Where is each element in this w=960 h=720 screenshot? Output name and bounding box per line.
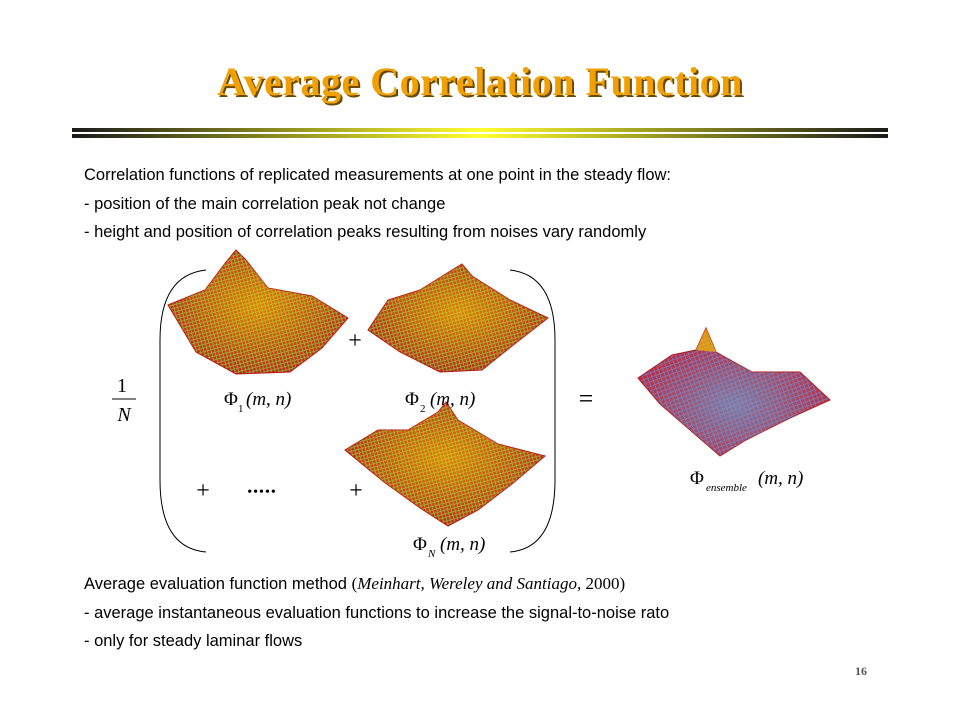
equals-sign: = <box>579 384 594 413</box>
method-line: Average evaluation function method (Mein… <box>84 574 625 594</box>
slide-title: Average Correlation Function <box>217 59 743 104</box>
svg-text:(m, n): (m, n) <box>758 468 803 489</box>
page-number: 16 <box>855 664 867 678</box>
svg-text:(m, n): (m, n) <box>246 389 291 410</box>
svg-text:(m, n): (m, n) <box>440 534 485 555</box>
surface-ensemble <box>637 326 831 457</box>
bullet-steady-flows: - only for steady laminar flows <box>84 632 303 650</box>
intro-text: Correlation functions of replicated meas… <box>84 166 671 184</box>
citation-open: ( <box>351 574 358 593</box>
surface-phi-n <box>344 401 547 527</box>
surface-phi-1 <box>167 249 349 375</box>
svg-text:2: 2 <box>420 403 426 415</box>
plus-sign-2: + <box>196 478 210 504</box>
plus-sign-3: + <box>349 478 363 504</box>
fraction-numerator: 1 <box>117 375 127 397</box>
svg-text:Φ: Φ <box>413 534 427 555</box>
label-phi-n: Φ N (m, n) <box>413 534 485 560</box>
fraction-denominator: N <box>116 404 132 426</box>
bullet-peak-position: - position of the main correlation peak … <box>84 195 446 213</box>
left-bracket <box>159 269 207 553</box>
right-bracket <box>509 269 556 553</box>
label-phi-2: Φ 2 (m, n) <box>405 389 475 415</box>
bullet-average-functions: - average instantaneous evaluation funct… <box>84 604 670 622</box>
bullet-noise-peaks: - height and position of correlation pea… <box>84 223 647 241</box>
citation-year: 2000) <box>581 574 626 593</box>
label-phi-1: Φ 1 (m, n) <box>224 389 291 415</box>
citation-authors: Meinhart, Wereley and Santiago, <box>357 574 582 593</box>
svg-text:(m, n): (m, n) <box>430 389 475 410</box>
title-divider <box>72 128 888 138</box>
svg-text:N: N <box>427 548 436 560</box>
svg-text:ensemble: ensemble <box>706 482 747 494</box>
label-phi-ensemble: Φ ensemble (m, n) <box>690 468 803 494</box>
plus-sign-1: + <box>348 328 362 354</box>
ellipsis-dots: ••••• <box>247 485 277 500</box>
svg-text:1: 1 <box>238 403 244 415</box>
svg-text:Φ: Φ <box>224 389 238 410</box>
surface-phi-2 <box>367 263 549 373</box>
method-label: Average evaluation function method <box>84 575 347 593</box>
svg-text:Φ: Φ <box>690 468 704 489</box>
svg-text:Φ: Φ <box>405 389 419 410</box>
